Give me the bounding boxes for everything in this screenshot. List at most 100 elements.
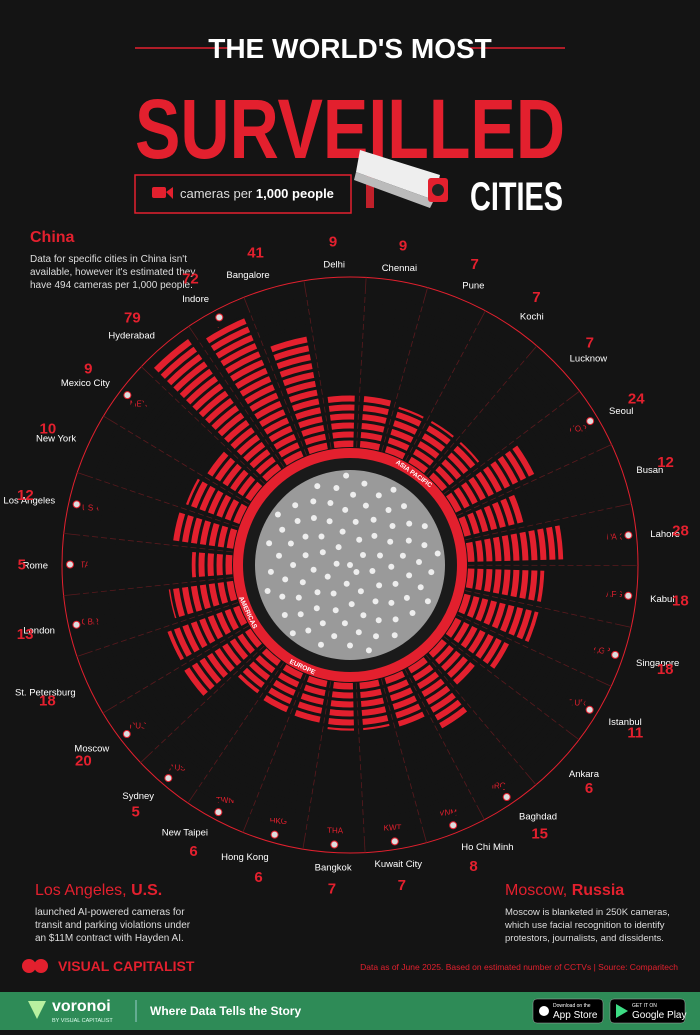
crowd-dot	[400, 553, 406, 559]
crowd-dot	[266, 540, 272, 546]
crowd-dot	[342, 620, 348, 626]
crowd-dot	[410, 610, 416, 616]
note-city: Moscow,	[505, 882, 567, 899]
crowd-dot	[320, 549, 326, 555]
city-label: Chennai	[382, 263, 417, 274]
crowd-dot	[340, 529, 346, 535]
value-label: 18	[39, 693, 56, 710]
city-label: Bangalore	[226, 270, 269, 281]
crowd-dot	[303, 552, 309, 558]
crowd-dot	[406, 572, 412, 578]
crowd-dot	[282, 576, 288, 582]
country-dot	[271, 831, 278, 838]
crowd-dot	[343, 473, 349, 479]
note-line: available, however it's estimated they	[30, 267, 195, 278]
crowd-dot	[361, 481, 367, 487]
crowd-dot	[298, 611, 304, 617]
value-label: 6	[254, 869, 262, 886]
crowd-dot	[371, 517, 377, 523]
crowd-dot	[353, 519, 359, 525]
crowd-dot	[404, 595, 410, 601]
value-label: 7	[586, 335, 594, 352]
value-label: 7	[532, 289, 540, 306]
crowd-dot	[422, 523, 428, 529]
crowd-dot	[386, 507, 392, 513]
crowd-dot	[428, 569, 434, 575]
country-dot	[165, 775, 172, 782]
crowd-dot	[390, 523, 396, 529]
value-label: 12	[17, 487, 34, 504]
city-label: Indore	[182, 294, 209, 305]
country-dot	[67, 561, 74, 568]
crowd-dot	[311, 515, 317, 521]
crowd-dot	[347, 562, 353, 568]
value-label: 6	[585, 780, 593, 797]
crowd-dot	[331, 591, 337, 597]
city-label: Rome	[23, 560, 48, 571]
crowd-dot	[344, 581, 350, 587]
crowd-dot	[349, 601, 355, 607]
crowd-dot	[336, 544, 342, 550]
crowd-dot	[418, 584, 424, 590]
app-store-badge[interactable]: Download on the App Store	[533, 999, 603, 1023]
crowd-dot	[366, 647, 372, 653]
value-label: 7	[470, 256, 478, 273]
city-label: Kabul	[650, 594, 674, 605]
voronoi-sub: BY VISUAL CAPITALIST	[52, 1018, 113, 1024]
note-line: have 494 cameras per 1,000 people.	[30, 280, 193, 291]
value-label: 24	[628, 390, 645, 407]
country-dot	[73, 501, 80, 508]
app-store: App Store	[553, 1010, 598, 1021]
crowd-dot	[373, 598, 379, 604]
country-dot	[450, 822, 457, 829]
city-label: Hyderabad	[108, 330, 154, 341]
crowd-dot	[356, 629, 362, 635]
crowd-dot	[290, 562, 296, 568]
country-dot	[216, 314, 223, 321]
value-label: 5	[18, 556, 26, 573]
value-label: 15	[531, 825, 548, 842]
note-title: China	[30, 229, 75, 246]
crowd-dot	[353, 569, 359, 575]
crowd-dot	[416, 559, 422, 565]
google-top: GET IT ON	[632, 1003, 657, 1009]
crowd-dot	[391, 487, 397, 493]
note-line: transit and parking violations under	[35, 920, 191, 931]
value-label: 7	[398, 877, 406, 894]
value-label: 9	[84, 360, 92, 377]
crowd-dot	[377, 553, 383, 559]
crowd-dot	[303, 534, 309, 540]
country-dot	[391, 838, 398, 845]
country-dot	[625, 532, 632, 539]
crowd-dot	[358, 588, 364, 594]
title-line2: SURVEILLED	[135, 82, 565, 176]
value-label: 20	[75, 753, 92, 770]
legend-prefix: cameras per	[180, 186, 253, 201]
value-label: 9	[329, 233, 337, 250]
crowd-dot	[401, 503, 407, 509]
crowd-dot	[319, 534, 325, 540]
crowd-dot	[296, 595, 302, 601]
value-label: 72	[182, 270, 199, 287]
crowd-dot	[350, 492, 356, 498]
crowd-dot	[265, 588, 271, 594]
city-label: Baghdad	[519, 811, 557, 822]
value-label: 12	[657, 454, 674, 471]
google: Google Play	[632, 1010, 686, 1021]
brand: VISUAL CAPITALIST	[58, 958, 195, 974]
legend-icon	[152, 187, 166, 198]
country-dot	[124, 392, 131, 399]
crowd-dot	[363, 503, 369, 509]
country-dot	[587, 418, 594, 425]
note-line: Data for specific cities in China isn't	[30, 254, 187, 265]
google-play-badge[interactable]: GET IT ON Google Play	[610, 999, 686, 1023]
crowd-dot	[435, 551, 441, 557]
crowd-dot	[292, 502, 298, 508]
crowd-dot	[325, 574, 331, 580]
note-title: Moscow, Russia	[505, 882, 624, 899]
crowd-dot	[356, 537, 362, 543]
country-dot	[586, 706, 593, 713]
city-label: Ankara	[569, 769, 600, 780]
city-label: Hong Kong	[221, 852, 269, 863]
